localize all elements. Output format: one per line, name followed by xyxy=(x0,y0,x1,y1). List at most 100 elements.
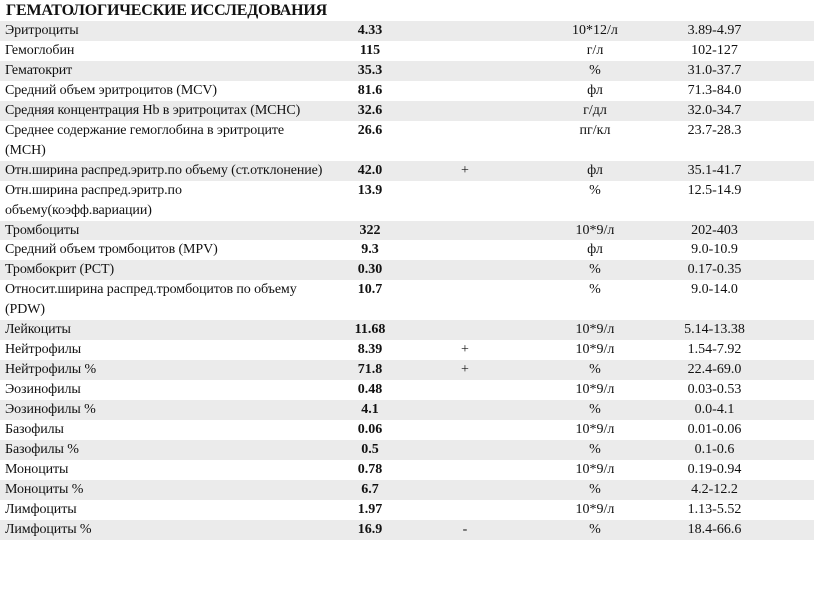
table-row: Нейтрофилы % 71.8 +% 22.4-69.0 xyxy=(0,360,814,381)
table-row: Гемоглобин 115 г/л 102-127 xyxy=(0,41,814,61)
abnormal-flag xyxy=(415,121,515,161)
test-unit: фл xyxy=(587,242,603,258)
test-value: 0.06 xyxy=(357,422,383,438)
table-row: Средний объем эритроцитов (MCV) 81.6 фл 71.… xyxy=(0,81,814,101)
reference-range: 32.0-34.7 xyxy=(687,102,742,118)
section-title: ГЕМАТОЛОГИЧЕСКИЕ ИССЛЕДОВАНИЯ xyxy=(6,2,327,19)
abnormal-flag xyxy=(415,221,515,241)
test-name: Лимфоциты % xyxy=(5,521,92,537)
test-unit: % xyxy=(589,182,601,198)
test-value: 0.48 xyxy=(357,382,383,398)
abnormal-flag xyxy=(415,21,515,41)
reference-range: 1.13-5.52 xyxy=(687,501,742,517)
test-unit: % xyxy=(589,521,601,537)
test-name: Средний объем эритроцитов (MCV) xyxy=(5,82,217,98)
abnormal-flag xyxy=(415,240,515,260)
table-row: Базофилы 0.06 10*9/л 0.01-0.06 xyxy=(0,420,814,440)
table-row: Эозинофилы % 4.1% 0.0-4.1 xyxy=(0,400,814,421)
reference-range: 18.4-66.6 xyxy=(687,521,742,537)
test-name: Отн.ширина распред.эритр.по объему (ст.о… xyxy=(5,162,323,178)
test-value: 32.6 xyxy=(357,102,383,118)
test-value: 115 xyxy=(359,42,381,58)
reference-range: 3.89-4.97 xyxy=(687,23,742,38)
test-name: Средняя концентрация Hb в эритроцитах (M… xyxy=(5,102,301,118)
test-name: Тромбокрит (PCT) xyxy=(5,262,115,278)
test-name: Эозинофилы xyxy=(5,382,81,398)
results-table: Эритроциты 4.33 10*12/л 3.89-4.97 Гемоглобин… xyxy=(0,21,814,540)
test-unit: г/дл xyxy=(583,102,607,118)
test-unit: фл xyxy=(587,82,603,98)
reference-range: 9.0-10.9 xyxy=(691,242,738,258)
reference-range: 1.54-7.92 xyxy=(687,342,742,358)
abnormal-flag: + xyxy=(461,162,469,178)
reference-range: 0.01-0.06 xyxy=(687,422,742,438)
test-unit: фл xyxy=(587,162,603,178)
table-row: Эритроциты 4.33 10*12/л 3.89-4.97 xyxy=(0,21,814,41)
reference-range: 23.7-28.3 xyxy=(687,122,742,138)
test-name: Средний объем тромбоцитов (MPV) xyxy=(5,242,218,258)
test-value: 71.8 xyxy=(357,362,383,378)
abnormal-flag xyxy=(415,280,515,320)
test-value: 42.0 xyxy=(357,162,383,178)
table-row: Лимфоциты 1.97 10*9/л 1.13-5.52 xyxy=(0,500,814,520)
table-row: Средняя концентрация Hb в эритроцитах (M… xyxy=(0,100,814,121)
table-row: Моноциты % 6.7% 4.2-12.2 xyxy=(0,479,814,500)
test-value: 9.3 xyxy=(361,242,379,258)
test-value: 8.39 xyxy=(357,342,383,358)
test-name: Эритроциты xyxy=(5,23,79,38)
test-value: 26.6 xyxy=(357,122,383,138)
test-value: 81.6 xyxy=(357,82,383,98)
test-name: Базофилы % xyxy=(5,442,79,458)
test-unit: 10*12/л xyxy=(572,23,618,38)
test-name: Относит.ширина распред.тромбоцитов по об… xyxy=(5,282,297,318)
test-value: 6.7 xyxy=(361,481,379,497)
abnormal-flag: - xyxy=(462,521,468,537)
test-value: 13.9 xyxy=(357,182,383,198)
abnormal-flag xyxy=(415,440,515,460)
reference-range: 0.19-0.94 xyxy=(687,461,742,477)
test-value: 4.33 xyxy=(357,23,383,38)
test-unit: % xyxy=(589,362,601,378)
test-name: Отн.ширина распред.эритр.по объему(коэфф… xyxy=(5,182,182,218)
test-name: Нейтрофилы xyxy=(5,342,82,358)
abnormal-flag xyxy=(415,181,515,221)
reference-range: 0.0-4.1 xyxy=(694,402,735,418)
abnormal-flag xyxy=(415,320,515,340)
test-unit: % xyxy=(589,282,601,298)
abnormal-flag xyxy=(415,480,515,500)
reference-range: 202-403 xyxy=(691,222,738,238)
reference-range: 22.4-69.0 xyxy=(687,362,742,378)
reference-range: 35.1-41.7 xyxy=(687,162,742,178)
reference-range: 102-127 xyxy=(691,42,738,58)
test-name: Среднее содержание гемоглобина в эритроц… xyxy=(5,122,285,158)
abnormal-flag: + xyxy=(461,342,469,358)
table-row: Отн.ширина распред.эритр.по объему (ст.о… xyxy=(0,160,814,181)
test-name: Моноциты xyxy=(5,461,69,477)
table-row: Моноциты 0.78 10*9/л 0.19-0.94 xyxy=(0,460,814,480)
test-unit: 10*9/л xyxy=(575,422,615,438)
reference-range: 31.0-37.7 xyxy=(687,62,742,78)
reference-range: 0.17-0.35 xyxy=(687,262,742,278)
reference-range: 5.14-13.38 xyxy=(684,322,745,338)
abnormal-flag xyxy=(415,61,515,81)
test-value: 4.1 xyxy=(361,402,379,418)
test-name: Моноциты % xyxy=(5,481,84,497)
test-name: Базофилы xyxy=(5,422,64,438)
test-name: Лимфоциты xyxy=(5,501,77,517)
test-unit: % xyxy=(589,402,601,418)
test-unit: пг/кл xyxy=(579,122,611,138)
test-value: 16.9 xyxy=(357,521,383,537)
test-unit: % xyxy=(589,262,601,278)
abnormal-flag: + xyxy=(461,362,469,378)
table-row: Относит.ширина распред.тромбоцитов по об… xyxy=(0,280,814,320)
abnormal-flag xyxy=(415,41,515,61)
table-row: Эозинофилы 0.48 10*9/л 0.03-0.53 xyxy=(0,380,814,400)
test-value: 1.97 xyxy=(357,501,383,517)
reference-range: 12.5-14.9 xyxy=(687,182,742,198)
table-row: Лимфоциты % 16.9 -% 18.4-66.6 xyxy=(0,519,814,540)
table-row: Лейкоциты 11.68 10*9/л 5.14-13.38 xyxy=(0,320,814,341)
abnormal-flag xyxy=(415,380,515,400)
table-row: Отн.ширина распред.эритр.по объему(коэфф… xyxy=(0,181,814,221)
abnormal-flag xyxy=(415,500,515,520)
test-value: 10.7 xyxy=(357,282,383,298)
